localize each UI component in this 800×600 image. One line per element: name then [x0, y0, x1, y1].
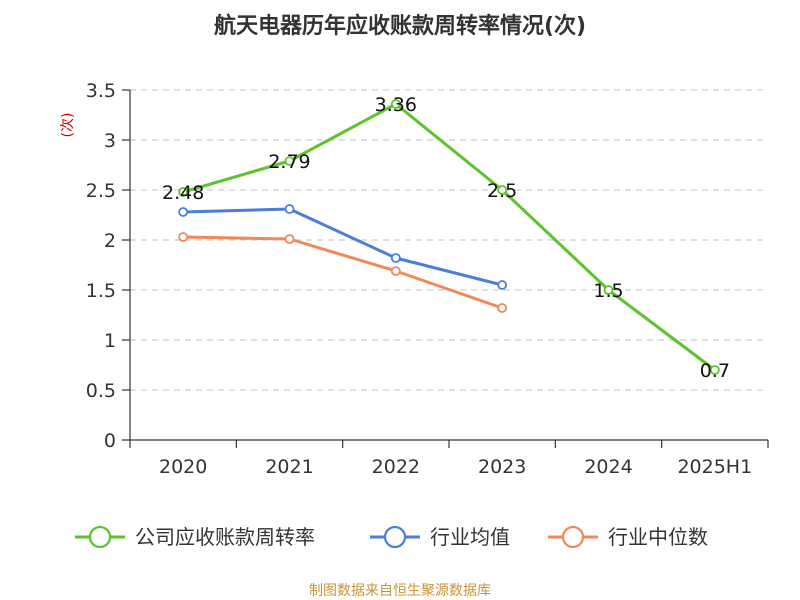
data-label: 1.5 — [593, 280, 623, 302]
legend: 公司应收账款周转率 行业均值 行业中位数 — [75, 525, 708, 549]
x-tick-label: 2025H1 — [677, 456, 752, 478]
series-line — [183, 207, 503, 287]
y-axis-ticks: 0 0.5 1 1.5 2 2.5 3 3.5 — [86, 80, 116, 452]
legend-item-2: 行业中位数 — [548, 525, 708, 549]
legend-item-1: 行业均值 — [370, 525, 510, 549]
series-0: 2.48 2.79 3.36 2.5 1.5 0.7 — [162, 94, 730, 382]
legend-marker — [88, 525, 112, 549]
series-line — [182, 102, 716, 372]
y-tick-label: 1 — [104, 330, 116, 352]
data-point — [390, 99, 401, 109]
data-point — [390, 266, 401, 276]
data-point — [709, 365, 720, 375]
data-point — [284, 156, 295, 166]
data-label: 0.7 — [700, 360, 730, 382]
legend-marker — [561, 525, 585, 549]
y-tick-label: 1.5 — [86, 280, 116, 302]
data-point — [497, 303, 508, 313]
y-tick-label: 0 — [104, 430, 116, 452]
data-point — [284, 204, 295, 214]
axes — [122, 89, 769, 448]
data-label: 2.5 — [487, 180, 517, 202]
y-tick-label: 0.5 — [86, 380, 116, 402]
data-label: 2.48 — [162, 182, 204, 204]
data-point — [603, 285, 614, 295]
legend-item-0: 公司应收账款周转率 — [75, 525, 315, 549]
x-tick-label: 2023 — [478, 456, 526, 478]
data-point — [178, 232, 189, 242]
series-lines: 2.48 2.79 3.36 2.5 1.5 0.7 — [162, 94, 730, 382]
data-point — [178, 207, 189, 217]
legend-label: 行业均值 — [430, 525, 510, 549]
x-axis-ticks: 2020 2021 2022 2023 2024 2025H1 — [159, 456, 752, 478]
chart-title: 航天电器历年应收账款周转率情况(次) — [214, 13, 586, 39]
x-tick-label: 2024 — [584, 456, 632, 478]
legend-label: 公司应收账款周转率 — [135, 525, 315, 549]
x-tick-label: 2020 — [159, 456, 207, 478]
data-point — [497, 280, 508, 290]
x-tick-label: 2022 — [372, 456, 420, 478]
y-tick-label: 3.5 — [86, 80, 116, 102]
legend-marker — [383, 525, 407, 549]
series-line — [183, 235, 503, 310]
data-point — [178, 187, 189, 197]
y-tick-label: 2.5 — [86, 180, 116, 202]
data-point — [390, 253, 401, 263]
series-1 — [178, 204, 508, 290]
gridlines — [130, 89, 768, 391]
y-axis-unit-label: (次) — [60, 113, 76, 138]
x-tick-label: 2021 — [265, 456, 313, 478]
data-point — [497, 185, 508, 195]
data-label: 3.36 — [375, 94, 417, 116]
series-2 — [178, 232, 508, 313]
legend-label: 行业中位数 — [608, 525, 708, 549]
data-point — [284, 234, 295, 244]
y-tick-label: 3 — [104, 130, 116, 152]
data-label: 2.79 — [268, 151, 310, 173]
source-note: 制图数据来自恒生聚源数据库 — [309, 583, 491, 599]
y-tick-label: 2 — [104, 230, 116, 252]
